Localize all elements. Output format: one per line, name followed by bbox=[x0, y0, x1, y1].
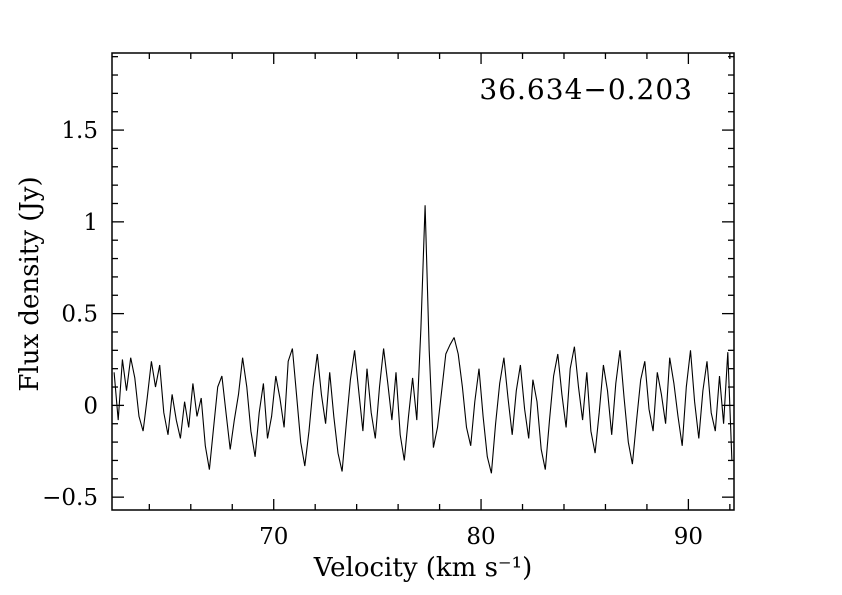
y-tick-label: 0 bbox=[83, 393, 98, 419]
source-name-label: 36.634−0.203 bbox=[479, 73, 693, 106]
spectrum-trace bbox=[113, 205, 733, 474]
x-tick-label: 70 bbox=[259, 524, 288, 550]
y-tick-label: −0.5 bbox=[42, 485, 98, 511]
y-axis-title: Flux density (Jy) bbox=[15, 176, 45, 392]
plot-frame bbox=[111, 52, 735, 511]
y-tick-label: 1.5 bbox=[61, 118, 98, 144]
y-tick-label: 1 bbox=[83, 210, 98, 236]
x-tick-label: 90 bbox=[674, 524, 703, 550]
y-tick-label: 0.5 bbox=[61, 302, 98, 328]
x-tick-label: 80 bbox=[466, 524, 495, 550]
x-axis-title: Velocity (km s⁻¹) bbox=[313, 553, 533, 583]
